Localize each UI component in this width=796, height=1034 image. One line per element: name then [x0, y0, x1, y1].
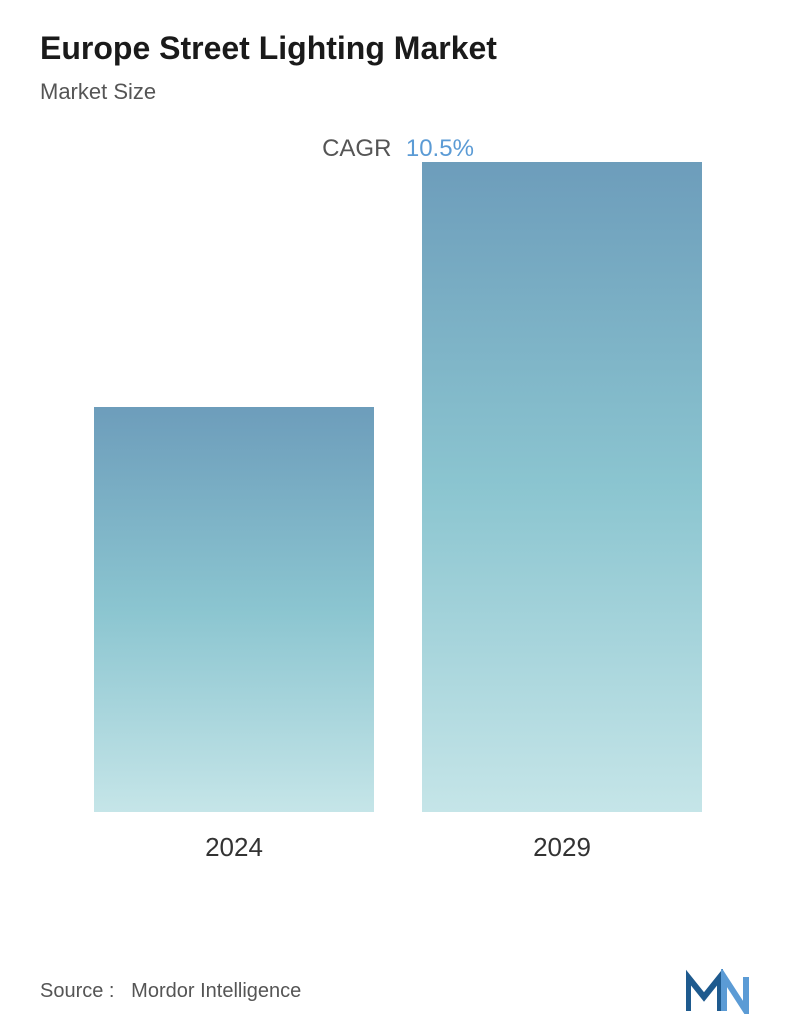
x-label-2024: 2024: [205, 832, 263, 863]
bar-chart: 2024 2029: [40, 203, 756, 863]
cagr-label: CAGR: [322, 135, 391, 162]
bar-2024: [94, 407, 374, 812]
source-label: Source :: [40, 980, 114, 1002]
source-name: Mordor Intelligence: [131, 980, 301, 1002]
bar-group-2029: 2029: [422, 162, 702, 863]
bar-group-2024: 2024: [94, 407, 374, 863]
mordor-logo-icon: [686, 969, 756, 1014]
bar-2029: [422, 162, 702, 812]
cagr-value: 10.5%: [406, 135, 474, 162]
footer: Source : Mordor Intelligence: [40, 969, 756, 1014]
page-subtitle: Market Size: [40, 79, 756, 105]
page-title: Europe Street Lighting Market: [40, 30, 756, 67]
x-label-2029: 2029: [533, 832, 591, 863]
source-text: Source : Mordor Intelligence: [40, 980, 301, 1003]
cagr-row: CAGR 10.5%: [40, 135, 756, 163]
